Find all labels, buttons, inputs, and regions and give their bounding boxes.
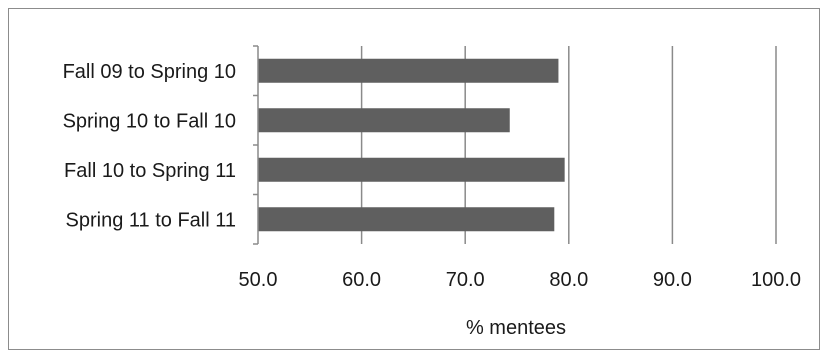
x-tick-label-80.0: 80.0 xyxy=(549,269,588,291)
x-tick-label-60.0: 60.0 xyxy=(342,269,381,291)
bar-2 xyxy=(258,108,510,133)
bar-1 xyxy=(258,58,559,83)
labels: 50.0 60.0 70.0 80.0 90.0 100.0 Fall 09 to Spri… xyxy=(63,61,801,291)
x-axis-title: % mentees xyxy=(466,317,566,339)
x-tick-label-100.0: 100.0 xyxy=(751,269,801,291)
category-label-3: Fall 10 to Spring 11 xyxy=(64,160,236,182)
category-label-1: Fall 09 to Spring 10 xyxy=(63,61,236,83)
bar-4 xyxy=(258,207,555,232)
category-label-4: Spring 11 to Fall 11 xyxy=(66,209,236,231)
category-label-2: Spring 10 to Fall 10 xyxy=(63,110,236,132)
x-tick-label-70.0: 70.0 xyxy=(446,269,485,291)
axes xyxy=(253,45,259,245)
x-tick-label-50.0: 50.0 xyxy=(239,269,278,291)
bar-3 xyxy=(258,157,565,182)
x-tick-label-90.0: 90.0 xyxy=(653,269,692,291)
bars xyxy=(258,58,565,232)
